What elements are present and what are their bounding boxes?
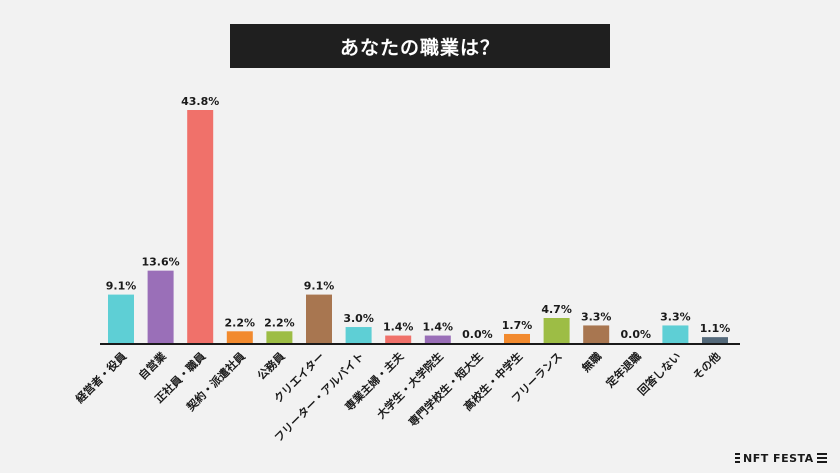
- bar-11: [543, 317, 570, 343]
- bar-10: [504, 333, 530, 343]
- value-label-4: 2.2%: [264, 316, 295, 329]
- value-label-7: 1.4%: [383, 321, 414, 334]
- bar-6: [345, 327, 372, 343]
- value-label-group: 9.1% 13.6% 43.8% 2.2% 2.2% 9.1% 3.0% 1.4% 1.4% 0.…: [106, 95, 731, 341]
- value-label-15: 1.1%: [700, 322, 731, 335]
- category-label-4: 公務員: [254, 349, 287, 382]
- bar-12: [583, 325, 610, 343]
- value-label-2: 43.8%: [181, 95, 219, 108]
- bar-4: [266, 331, 293, 343]
- logo-left-bars-icon: [735, 453, 740, 463]
- bar-group: [108, 110, 728, 343]
- bar-2: [187, 110, 214, 343]
- value-label-9: 0.0%: [462, 328, 493, 341]
- value-label-14: 3.3%: [660, 310, 691, 323]
- bar-3: [226, 331, 253, 343]
- value-label-6: 3.0%: [343, 312, 374, 325]
- bar-1: [147, 270, 174, 343]
- category-label-14: 回答しない: [635, 349, 684, 398]
- category-label-12: 無職: [579, 349, 604, 374]
- bar-7: [385, 335, 412, 343]
- value-label-5: 9.1%: [304, 280, 335, 293]
- category-label-8: 大学生・大学院生: [374, 349, 446, 421]
- bar-8: [424, 335, 451, 343]
- category-label-13: 定年退職: [603, 349, 644, 390]
- bar-15: [702, 337, 728, 343]
- value-label-11: 4.7%: [541, 303, 572, 316]
- value-label-10: 1.7%: [502, 319, 533, 332]
- chart-title: あなたの職業は？: [230, 24, 610, 68]
- logo-right-bars-icon: [816, 453, 827, 463]
- value-label-13: 0.0%: [621, 328, 652, 341]
- logo-text: NFT FESTA: [743, 451, 814, 465]
- brand-logo: NFT FESTA: [735, 450, 827, 466]
- value-label-12: 3.3%: [581, 310, 612, 323]
- value-label-3: 2.2%: [225, 316, 256, 329]
- category-label-0: 経営者・役員: [73, 349, 130, 406]
- category-label-1: 自営業: [135, 349, 169, 383]
- category-label-9: 専門学校生・短大生: [406, 349, 486, 429]
- bar-14: [662, 325, 689, 343]
- category-label-15: その他: [690, 349, 723, 382]
- bar-5: [306, 294, 332, 343]
- bar-0: [108, 294, 134, 343]
- value-label-1: 13.6%: [142, 256, 180, 269]
- value-label-0: 9.1%: [106, 280, 137, 293]
- value-label-8: 1.4%: [423, 321, 454, 334]
